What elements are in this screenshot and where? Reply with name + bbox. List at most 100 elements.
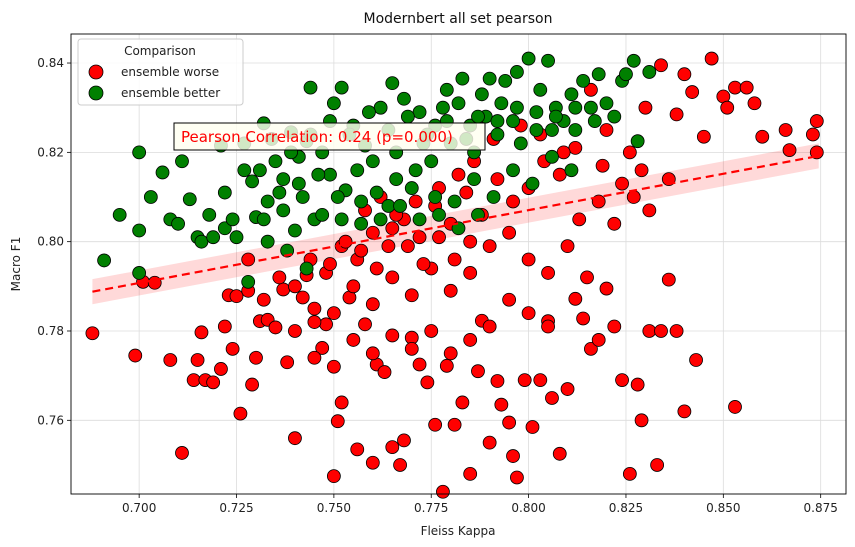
point-ensemble-worse <box>556 145 571 160</box>
point-ensemble-worse <box>599 123 614 137</box>
point-ensemble-worse <box>622 145 637 160</box>
point-ensemble-worse <box>385 221 400 236</box>
point-ensemble-worse <box>412 230 427 245</box>
point-ensemble-worse <box>809 114 824 128</box>
point-ensemble-worse <box>809 145 824 160</box>
legend: Comparison ensemble worse ensemble bette… <box>77 38 244 106</box>
point-ensemble-better <box>607 109 622 124</box>
point-ensemble-worse <box>463 333 478 347</box>
point-ensemble-better <box>494 96 509 111</box>
point-ensemble-worse <box>739 80 754 95</box>
point-ensemble-worse <box>463 234 478 249</box>
point-ensemble-worse <box>307 350 322 365</box>
point-ensemble-better <box>354 194 369 209</box>
point-ensemble-worse <box>634 163 649 178</box>
point-ensemble-worse <box>654 324 668 338</box>
point-ensemble-better <box>521 51 536 66</box>
point-ensemble-worse <box>412 357 427 372</box>
point-ensemble-worse <box>245 377 259 392</box>
point-ensemble-better <box>486 190 501 204</box>
point-ensemble-better <box>428 190 443 204</box>
point-ensemble-worse <box>385 270 400 285</box>
point-ensemble-worse <box>346 279 361 294</box>
point-ensemble-better <box>533 82 548 97</box>
point-ensemble-better <box>451 96 466 111</box>
point-ensemble-better <box>529 123 544 137</box>
point-ensemble-worse <box>506 449 520 463</box>
point-ensemble-worse <box>249 350 263 365</box>
x-tick-label: 0.850 <box>706 501 740 515</box>
point-ensemble-better <box>510 100 524 115</box>
point-ensemble-worse <box>642 203 657 218</box>
point-ensemble-worse <box>330 414 345 429</box>
point-ensemble-worse <box>615 176 629 191</box>
point-ensemble-worse <box>436 484 450 499</box>
regression-line-group <box>92 154 819 293</box>
point-ensemble-worse <box>463 467 478 481</box>
x-tick-label: 0.725 <box>219 501 253 515</box>
point-ensemble-worse <box>194 325 209 340</box>
point-ensemble-worse <box>186 373 201 388</box>
point-ensemble-better <box>529 105 544 120</box>
point-ensemble-better <box>206 230 221 245</box>
point-ensemble-worse <box>689 353 703 367</box>
point-ensemble-worse <box>447 417 462 432</box>
point-ensemble-better <box>260 234 275 249</box>
point-ensemble-worse <box>268 320 283 335</box>
point-ensemble-worse <box>599 281 614 296</box>
point-ensemble-better <box>490 127 505 142</box>
point-ensemble-worse <box>591 333 606 347</box>
point-ensemble-worse <box>288 324 302 338</box>
point-ensemble-worse <box>439 358 454 373</box>
point-ensemble-better <box>432 207 446 222</box>
point-ensemble-better <box>369 185 384 200</box>
point-ensemble-better <box>393 199 407 213</box>
point-ensemble-worse <box>568 140 583 155</box>
point-ensemble-worse <box>720 100 735 115</box>
y-tick-label: 0.78 <box>37 324 64 338</box>
point-ensemble-better <box>276 172 291 187</box>
point-ensemble-worse <box>350 442 365 457</box>
point-ensemble-better <box>323 167 337 182</box>
point-ensemble-worse <box>510 470 524 485</box>
point-ensemble-better <box>642 65 657 79</box>
point-ensemble-better <box>404 181 419 195</box>
point-ensemble-better <box>599 96 614 111</box>
point-ensemble-better <box>447 194 462 209</box>
point-ensemble-worse <box>634 413 649 428</box>
point-ensemble-worse <box>782 143 797 158</box>
point-ensemble-worse <box>420 375 435 390</box>
y-axis-label: Macro F1 <box>9 237 23 292</box>
point-ensemble-better <box>408 163 423 178</box>
point-ensemble-worse <box>677 67 692 82</box>
point-ensemble-worse <box>404 288 419 303</box>
point-ensemble-worse <box>365 346 380 361</box>
point-ensemble-worse <box>404 341 419 356</box>
point-ensemble-better <box>202 207 217 222</box>
point-ensemble-better <box>225 212 240 227</box>
point-ensemble-worse <box>365 225 380 240</box>
point-ensemble-better <box>311 167 326 182</box>
point-ensemble-better <box>299 261 314 276</box>
y-tick-label: 0.76 <box>37 413 64 427</box>
point-ensemble-worse <box>307 301 322 316</box>
point-ensemble-worse <box>525 420 540 434</box>
point-ensemble-better <box>276 203 291 218</box>
x-tick-label: 0.750 <box>317 501 351 515</box>
point-ensemble-better <box>132 145 147 160</box>
plot-frame <box>70 33 847 495</box>
x-tick-label: 0.825 <box>609 501 643 515</box>
point-ensemble-worse <box>397 433 411 448</box>
y-tick-label: 0.84 <box>37 56 64 70</box>
point-ensemble-better <box>389 172 404 187</box>
point-ensemble-better <box>506 114 520 128</box>
point-ensemble-better <box>619 67 633 82</box>
point-ensemble-worse <box>626 190 641 204</box>
point-ensemble-worse <box>400 239 415 254</box>
point-ensemble-worse <box>805 127 820 142</box>
point-ensemble-worse <box>521 252 536 267</box>
chart-title: Modernbert all set pearson <box>364 11 553 27</box>
point-ensemble-better <box>295 190 310 204</box>
y-tick-label: 0.82 <box>37 145 64 159</box>
point-ensemble-better <box>350 163 365 178</box>
